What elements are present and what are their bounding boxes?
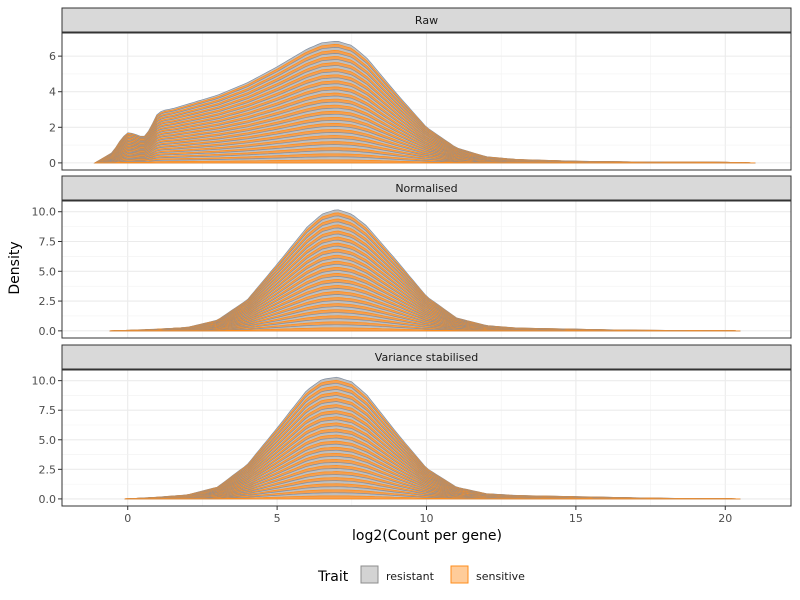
density-stack	[109, 209, 741, 332]
facet-strip-label: Variance stabilised	[375, 351, 478, 364]
legend-key-sensitive	[450, 565, 469, 584]
y-tick-label: 5.0	[39, 265, 57, 278]
facet-strip-label: Normalised	[395, 182, 457, 195]
legend-key-resistant	[360, 565, 379, 584]
y-tick-label: 2.5	[39, 463, 57, 476]
y-axis: 0 2 4 6	[49, 50, 62, 170]
panels-layer: Raw0246Normalised0.02.55.07.510.0Varianc…	[32, 7, 792, 507]
legend-label-sensitive: sensitive	[476, 570, 525, 583]
y-tick-label: 4	[49, 86, 56, 99]
y-axis: 0.0 2.5 5.0 7.5 10.0	[32, 375, 62, 506]
y-tick-label: 5.0	[39, 434, 57, 447]
y-axis-title: Density	[7, 241, 23, 294]
y-tick-label: 0	[49, 157, 56, 170]
density-area-sensitive	[94, 159, 756, 164]
x-tick-label: 5	[274, 512, 281, 525]
facet-strip	[61, 344, 792, 370]
y-tick-label: 6	[49, 50, 56, 63]
density-stack	[124, 376, 741, 500]
density-stack	[93, 40, 756, 164]
x-tick-label: 0	[124, 512, 131, 525]
panel-variance-stabilised: Variance stabilised 0.0 2.5 5.0 7.5 10.0	[32, 344, 792, 507]
x-tick-label: 15	[569, 512, 583, 525]
legend-title: Trait	[317, 569, 349, 585]
x-axis: 0 5 10 15 20	[124, 506, 732, 525]
y-tick-label: 2.5	[39, 295, 57, 308]
y-tick-label: 7.5	[39, 236, 57, 249]
facet-strip-label: Raw	[415, 14, 438, 27]
x-axis-title: log2(Count per gene)	[352, 528, 502, 544]
y-tick-label: 7.5	[39, 404, 57, 417]
y-tick-label: 10.0	[32, 375, 57, 388]
x-tick-label: 10	[420, 512, 434, 525]
x-tick-label: 20	[718, 512, 732, 525]
legend: Trait resistant sensitive	[317, 565, 525, 585]
density-area-sensitive	[109, 327, 741, 332]
y-tick-label: 0.0	[39, 325, 57, 338]
facet-strip	[61, 7, 792, 33]
facet-strip	[61, 175, 792, 201]
panel-normalised: Normalised 0.0 2.5 5.0 7.5 10.0	[32, 175, 792, 339]
panel-border	[61, 32, 792, 171]
y-axis: 0.0 2.5 5.0 7.5 10.0	[32, 206, 62, 338]
y-tick-label: 2	[49, 121, 56, 134]
panel-border	[61, 200, 792, 339]
y-tick-label: 0.0	[39, 493, 57, 506]
legend-label-resistant: resistant	[386, 570, 435, 583]
panel-raw: Raw 0 2 4 6	[49, 7, 792, 171]
density-area-sensitive	[124, 495, 741, 500]
y-tick-label: 10.0	[32, 206, 57, 219]
